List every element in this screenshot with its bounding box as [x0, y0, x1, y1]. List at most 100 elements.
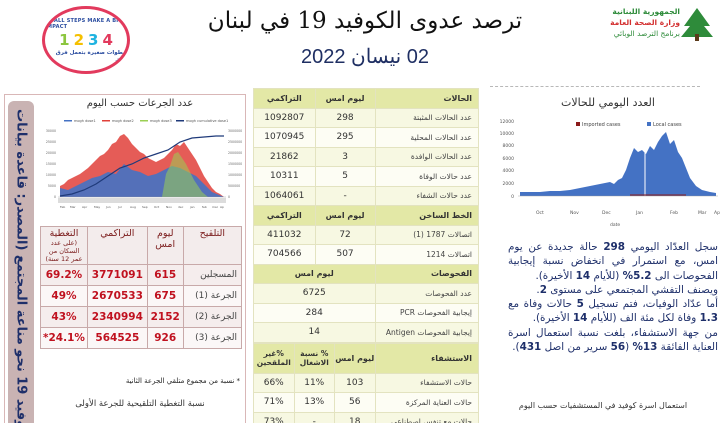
row-value: 6725	[253, 283, 376, 304]
svg-text:Feb: Feb	[670, 210, 678, 216]
row-value: 14	[253, 322, 376, 343]
cases-table: الحالات ليوم امس التراكمي عدد الحالات ال…	[253, 88, 479, 343]
row-label: عدد حالات الشفاء	[374, 185, 479, 206]
logo-slogan-en: SMALL STEPS MAKE A BIG IMPACT	[45, 18, 123, 30]
svg-text:0: 0	[54, 195, 56, 199]
header-coverage: التغطية (على عدد السكان من عمر 12 سنة)	[40, 226, 88, 265]
summary-text: وفاة لكل مئة الف (للأيام	[587, 312, 700, 325]
svg-text:Feb: Feb	[60, 205, 65, 209]
row-cumulative: 1092807	[253, 107, 316, 128]
vaccination-banner: التلقيح ضد الكوفيد 19 نحو مناعة المجتمع …	[8, 101, 34, 423]
row-yesterday: 5	[314, 166, 376, 187]
svg-text:2000000: 2000000	[228, 151, 242, 155]
summary-text: الأخيرة).	[532, 312, 573, 325]
icu-beds-total-value: 431	[519, 341, 542, 354]
row-label: عدد الحالات المثبتة	[374, 107, 479, 128]
row-cumulative: 564525	[86, 327, 148, 349]
daily-cases-chart: Imported cases Local cases 0 2000 4000 6000…	[500, 119, 720, 228]
row-label: عدد الحالات المحلية	[374, 127, 479, 148]
logo-slogan-ar: خطوات صغيرة بتعمل فرق كبير	[55, 50, 127, 62]
row-occupancy: 13%	[293, 392, 335, 413]
row-label: عدد حالات الوفاة	[374, 166, 479, 187]
svg-text:Aug: Aug	[130, 205, 136, 209]
row-yesterday: -	[314, 185, 376, 206]
ministry-line-3: برنامج الترصد الوبائي	[613, 29, 680, 38]
summary-text: .	[536, 283, 540, 296]
svg-text:mogh dose1: mogh dose1	[74, 119, 96, 123]
summary-text: الأخيرة).	[535, 269, 576, 282]
svg-text:Oct: Oct	[154, 205, 160, 209]
row-label: اتصالات 1787 (1)	[374, 224, 479, 245]
ministry-name: الجمهورية اللبنانية وزارة الصحة العامة ب…	[580, 6, 680, 39]
ministry-line-1: الجمهورية اللبنانية	[612, 7, 680, 16]
header-hospitalization: الاستشفاء	[374, 342, 479, 374]
table-row: اتصالات 1787 (1) 72 411032	[253, 224, 479, 245]
row-cumulative: 21862	[253, 146, 316, 167]
row-coverage: 24.1%*	[40, 327, 88, 349]
row-cumulative: 1064061	[253, 185, 316, 206]
svg-text:mogh dose2: mogh dose2	[112, 119, 134, 123]
table-row: الجرعة (2) 2152 2340994 43%	[40, 306, 243, 328]
svg-text:Nov: Nov	[166, 205, 172, 209]
row-occupancy: 11%	[293, 372, 335, 393]
svg-text:Jul: Jul	[117, 205, 122, 209]
svg-text:30000: 30000	[46, 129, 56, 133]
logo-step-2: 2	[73, 31, 84, 49]
summary-text: (للأيام	[590, 269, 623, 282]
table-row: عدد الفحوصات 6725	[253, 283, 479, 304]
row-label: إيجابية الفحوصات Antigen	[374, 322, 479, 343]
svg-text:feb: feb	[202, 205, 207, 209]
vaccination-table: التلقيح ليوم امس التراكمي التغطية (على ع…	[40, 226, 243, 349]
svg-text:10000: 10000	[46, 173, 56, 177]
deaths-value: 5	[576, 298, 584, 311]
svg-text:1000000: 1000000	[228, 173, 242, 177]
row-label: المسجلين	[182, 264, 243, 286]
header-yesterday: ليوم امس	[253, 263, 376, 284]
vaccination-banner-text: التلقيح ضد الكوفيد 19 نحو مناعة المجتمع …	[13, 109, 29, 423]
coverage-label: التغطية	[49, 228, 79, 239]
summary-text: حالة جديدة عن يوم امس، مع استمرار في انخ…	[508, 241, 718, 282]
table-row: الجرعة (1) 675 2670533 49%	[40, 285, 243, 307]
svg-text:Nov: Nov	[570, 210, 579, 216]
header-unvaccinated: %غير الملقحين	[253, 342, 295, 374]
svg-text:2000: 2000	[503, 181, 515, 187]
svg-text:3000000: 3000000	[228, 129, 242, 133]
logo-step-3: 3	[88, 31, 99, 49]
svg-text:500000: 500000	[228, 184, 240, 188]
svg-text:May: May	[94, 205, 100, 209]
svg-text:Ap: Ap	[714, 210, 720, 216]
outbreak-level-value: 2	[539, 283, 547, 296]
row-label: الجرعة (3)	[182, 327, 243, 349]
cedar-logo-icon	[681, 8, 713, 41]
table-row: حالات مع تنفس اصطناعي 18 - 73%	[253, 411, 479, 423]
row-yesterday: 72	[314, 224, 376, 245]
row-label: حالات مع تنفس اصطناعي	[374, 411, 479, 423]
summary-text: ويصنف التفشي المجتمعي على مستوى	[546, 283, 718, 296]
svg-text:1500000: 1500000	[228, 162, 242, 166]
svg-text:Mar: Mar	[70, 205, 76, 209]
table-row: المسجلين 615 3771091 69.2%	[40, 264, 243, 286]
row-cumulative: 10311	[253, 166, 316, 187]
row-label: الجرعة (1)	[182, 285, 243, 307]
row-yesterday: 103	[334, 372, 376, 393]
svg-text:Mar: Mar	[698, 210, 707, 216]
death-rate-value: 1.3	[699, 312, 718, 325]
campaign-logo: SMALL STEPS MAKE A BIG IMPACT 1 2 3 4 خط…	[42, 6, 130, 74]
table-row: عدد حالات الوفاة 5 10311	[253, 166, 479, 187]
row-cumulative: 704566	[253, 244, 316, 265]
svg-text:12000: 12000	[500, 119, 514, 125]
row-unvaccinated: 73%	[253, 411, 295, 423]
table-row: عدد الحالات الوافدة 3 21862	[253, 146, 479, 167]
row-cumulative: 2340994	[86, 306, 148, 328]
svg-text:4000: 4000	[503, 168, 515, 174]
row-yesterday: 615	[146, 264, 184, 286]
page-title: ترصد عدوى الكوفيد 19 في لبنان	[207, 8, 523, 34]
row-coverage: 49%	[40, 285, 88, 307]
row-yesterday: 56	[334, 392, 376, 413]
coverage-map-caption: نسبة التغطية التلقيحية للجرعة الأولى	[75, 399, 205, 409]
header-occupancy: % نسبة الاشغال	[293, 342, 335, 374]
svg-text:0: 0	[228, 195, 230, 199]
table-row: عدد الحالات المثبتة 298 1092807	[253, 107, 479, 128]
dose3-footnote: * نسبة من مجموع متلقي الجرعة الثانية	[125, 377, 240, 385]
icu-beds-chart-caption: استعمال اسرة كوفيد في المستشفيات حسب الي…	[518, 401, 688, 410]
